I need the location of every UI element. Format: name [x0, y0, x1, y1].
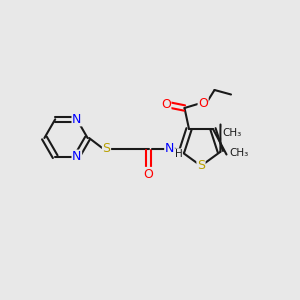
Text: S: S	[103, 142, 110, 155]
Text: N: N	[72, 150, 82, 163]
Text: O: O	[198, 97, 208, 110]
Text: H: H	[175, 149, 182, 159]
Text: N: N	[72, 113, 82, 126]
Text: CH₃: CH₃	[229, 148, 248, 158]
Text: O: O	[144, 167, 153, 181]
Text: S: S	[197, 159, 205, 172]
Text: CH₃: CH₃	[222, 128, 241, 137]
Text: N: N	[165, 142, 174, 155]
Text: O: O	[161, 98, 171, 112]
